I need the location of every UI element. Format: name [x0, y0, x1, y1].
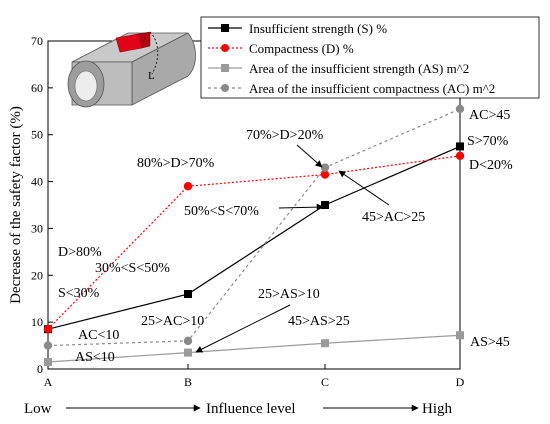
legend-entry-s: Insufficient strength (S) % [208, 21, 387, 36]
x-tick-label: C [321, 375, 329, 389]
y-tick-label: 20 [31, 268, 43, 282]
annotation-ac1025: 25>AC>10 [141, 314, 204, 329]
series-point [455, 151, 465, 160]
annotation-as2545: 45>AS>25 [288, 314, 350, 329]
series-point [43, 324, 53, 334]
y-tick-label: 70 [31, 34, 43, 48]
series-0 [44, 142, 464, 334]
annotation-d7080: 80%>D>70% [137, 156, 215, 171]
annotations: D>80% S<30% AC<10 AS<10 80%>D>70% 30%<S<… [58, 108, 513, 365]
y-tick-label: 50 [31, 128, 43, 142]
series-point [455, 104, 465, 114]
tunnel-inset-illustration: L [67, 31, 196, 108]
annotation-s3050: 30%<S<50% [95, 261, 170, 276]
arrow-as1025 [195, 304, 291, 353]
series-line [47, 334, 461, 363]
y-tick-label: 0 [37, 362, 43, 376]
series-3 [43, 104, 465, 350]
annotation-as1025: 25>AS>10 [258, 287, 320, 302]
legend-label-d: Compactness (D) % [249, 41, 354, 56]
x-tick-label: A [44, 375, 53, 389]
legend-entry-ac: Area of the insufficient compactness (AC… [208, 81, 495, 96]
y-tick-label: 60 [31, 81, 43, 95]
y-axis-label: Decrease of the safety factor (%) [8, 106, 24, 304]
series-point [456, 331, 464, 340]
legend-label-s: Insufficient strength (S) % [249, 21, 387, 36]
annotation-as10: AS<10 [75, 350, 115, 365]
x-ticks: A B C D [44, 364, 465, 389]
arrow-ac2545 [338, 170, 390, 206]
annotation-s5070: 50%<S<70% [184, 204, 259, 219]
series-1 [43, 151, 465, 334]
series-point [321, 339, 329, 348]
influence-level-axis: Low Influence level High [24, 401, 453, 417]
annotation-s30: S<30% [58, 286, 100, 301]
x-tick-label: B [184, 375, 192, 389]
annotation-ac45: AC>45 [469, 108, 510, 123]
series-point [184, 348, 192, 357]
inset-length-label: L [148, 70, 155, 82]
series-layer [43, 104, 465, 366]
annotation-ac2545: 45>AC>25 [362, 210, 425, 225]
influence-low-label: Low [24, 401, 52, 417]
y-tick-label: 10 [31, 315, 43, 329]
series-point [44, 357, 52, 366]
series-point [321, 201, 329, 209]
x-tick-label: D [456, 375, 465, 389]
series-point [184, 290, 192, 299]
y-tick-label: 40 [31, 175, 43, 189]
series-point [43, 341, 53, 350]
series-2 [44, 331, 464, 366]
series-point [456, 142, 464, 151]
annotation-d2070: 70%>D>20% [246, 128, 324, 143]
series-point [320, 163, 330, 172]
annotation-d20: D<20% [469, 158, 513, 173]
legend-label-ac: Area of the insufficient compactness (AC… [249, 81, 495, 96]
legend: Insufficient strength (S) % Compactness … [200, 16, 540, 99]
annotation-d80: D>80% [58, 245, 102, 260]
annotation-as45: AS>45 [470, 335, 510, 350]
series-line [47, 155, 461, 330]
annotation-ac10: AC<10 [78, 328, 119, 343]
annotation-s70: S>70% [467, 134, 509, 149]
series-point [183, 336, 193, 346]
legend-label-as: Area of the insufficient strength (AS) m… [249, 61, 469, 76]
series-point [320, 170, 330, 179]
arrow-s5070 [278, 203, 324, 211]
series-line [47, 108, 461, 347]
legend-entry-as: Area of the insufficient strength (AS) m… [208, 61, 469, 76]
y-tick-label: 30 [31, 221, 43, 235]
series-point [183, 182, 193, 191]
legend-box [200, 16, 540, 99]
arrow-d2070 [296, 144, 323, 168]
influence-high-label: High [422, 401, 453, 417]
y-ticks: 0 10 20 30 40 50 60 70 [31, 34, 53, 376]
series-line [47, 145, 461, 330]
legend-entry-d: Compactness (D) % [208, 41, 354, 56]
influence-mid-label: Influence level [206, 401, 296, 417]
